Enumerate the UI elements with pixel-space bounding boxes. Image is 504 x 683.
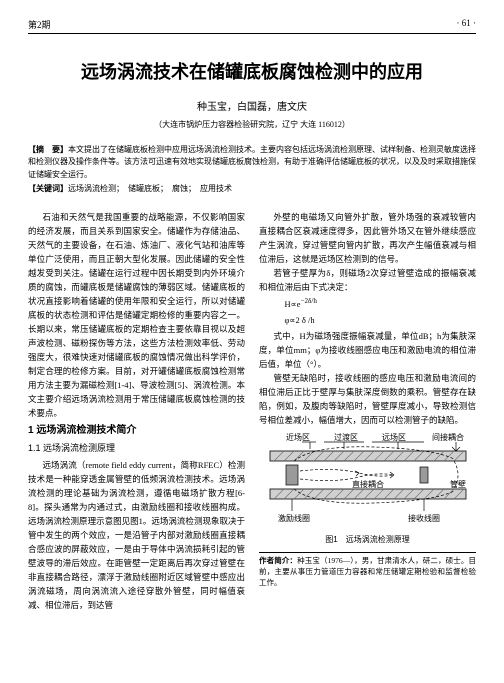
label-direct: 直接耦合 xyxy=(352,479,384,489)
right-p1: 外壁的电磁场又向管外扩散，管外场强的衰减较管内直接耦合区衰减速度得多，因此管外场… xyxy=(259,210,476,266)
paper-title: 远场涡流技术在储罐底板腐蚀检测中的应用 xyxy=(28,58,476,84)
body-columns: 石油和天然气是我国重要的战略能源，不仅影响国家的经济发展，而且关系到国家安全。储… xyxy=(28,210,476,613)
figure-1: 近场区 过渡区 远场区 间接耦合 xyxy=(259,431,476,546)
section-1-1-heading: 1.1 远场涡流检测原理 xyxy=(28,441,245,456)
section-1-heading: 1 远场涡流检测技术简介 xyxy=(28,423,245,440)
formula-1: H∝e−2δ/h xyxy=(259,296,476,311)
author-bio: 作者简介：种玉宝（1976—），男，甘肃清水人，研二，硕士。目前，主要从事压力管… xyxy=(259,552,476,589)
formula-2: φ∝2 δ /h xyxy=(259,313,476,327)
abstract-text: 本文提出了在储罐底板检测中应用远场涡流检测技术。主要内容包括远场涡流检测原理、试… xyxy=(28,145,476,179)
affiliation: （大连市锅炉压力容器检验研究院，辽宁 大连 116012） xyxy=(28,119,476,130)
abstract: 【摘 要】本文提出了在储罐底板检测中应用远场涡流检测技术。主要内容包括远场涡流检… xyxy=(28,144,476,196)
rfec-paragraph: 远场涡流（remote field eddy current，简称RFEC）检测… xyxy=(28,458,245,612)
label-excite: 激励线圈 xyxy=(278,513,310,523)
label-receive: 接收线圈 xyxy=(408,513,440,523)
left-column: 石油和天然气是我国重要的战略能源，不仅影响国家的经济发展，而且关系到国家安全。储… xyxy=(28,210,245,613)
figure-1-caption: 图1 远场涡流检测原理 xyxy=(259,533,476,546)
label-indirect: 间接耦合 xyxy=(432,432,464,442)
right-column: 外壁的电磁场又向管外扩散，管外场强的衰减较管内直接耦合区衰减速度得多，因此管外场… xyxy=(259,210,476,613)
right-p4: 管壁无缺陷时，接收线圈的感应电压和激励电流间的相位滞后正比于壁厚与集肤深度倒数的… xyxy=(259,371,476,427)
bio-label: 作者简介： xyxy=(259,556,297,565)
page-header: 第2期 · 61 · xyxy=(28,18,476,34)
intro-paragraph: 石油和天然气是我国重要的战略能源，不仅影响国家的经济发展，而且关系到国家安全。储… xyxy=(28,210,245,420)
page-number: · 61 · xyxy=(457,18,477,31)
label-trans: 过渡区 xyxy=(334,432,358,442)
right-p2: 若管子壁厚为δ，则磁场2次穿过管壁造成的振幅衰减和相位滞后由下式决定： xyxy=(259,266,476,294)
authors: 种玉宝，白国磊，唐文庆 xyxy=(28,98,476,113)
rfec-diagram-svg: 近场区 过渡区 远场区 间接耦合 xyxy=(264,431,472,529)
keywords-text: 远场涡流检测； 储罐底板； 腐蚀； 应用技术 xyxy=(68,184,232,193)
abstract-label: 【摘 要】 xyxy=(28,145,68,154)
right-p3: 式中，H为磁场强度振幅衰减量，单位dB；h为集肤深度，单位mm；φ为接收线圈感应… xyxy=(259,329,476,371)
label-wall: 管壁 xyxy=(450,479,466,489)
label-far: 远场区 xyxy=(382,433,406,442)
label-near: 近场区 xyxy=(286,432,310,442)
keywords-label: 【关键词】 xyxy=(28,184,68,193)
issue-label: 第2期 xyxy=(28,18,51,31)
